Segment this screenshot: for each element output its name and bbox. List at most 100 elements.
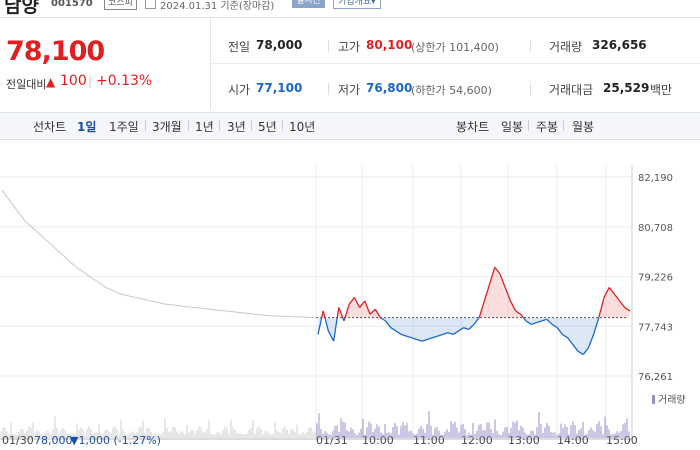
- period-10y[interactable]: 10년: [289, 120, 316, 134]
- line-segment: [348, 297, 355, 305]
- x-tick-label: 15:00: [606, 434, 638, 447]
- period-daily[interactable]: 일봉: [501, 120, 524, 134]
- amount-value: 25,529: [603, 81, 650, 95]
- divider: [530, 83, 531, 95]
- fill-segment: [427, 317, 433, 340]
- open-value: 77,100: [256, 81, 303, 95]
- price-chart: 82,190 80,708 79,226 77,743 76,261 01/31 10:0…: [0, 165, 686, 447]
- y-axis-labels: 82,190 80,708 79,226 77,743 76,261: [638, 173, 673, 383]
- fill-segment: [489, 267, 495, 318]
- line-segment: [567, 337, 574, 345]
- y-tick-label: 76,261: [638, 372, 673, 383]
- fill-segment: [510, 300, 516, 318]
- fill-segment: [406, 317, 412, 338]
- line-segment: [432, 335, 438, 339]
- fill-segment: [505, 287, 511, 318]
- line-segment: [587, 334, 595, 349]
- line-segment: [473, 317, 480, 325]
- fill-segment: [432, 317, 438, 338]
- line-segment: [324, 317, 330, 332]
- divider: [219, 120, 220, 131]
- period-1y[interactable]: 1년: [195, 120, 214, 134]
- fill-segment: [562, 317, 568, 338]
- line-segment: [509, 300, 517, 312]
- period-weekly[interactable]: 주봉: [536, 120, 559, 134]
- fill-segment: [390, 317, 396, 332]
- change-label: 전일대비: [6, 78, 47, 91]
- line-segment: [546, 318, 553, 325]
- line-segment: [536, 320, 542, 324]
- line-segment: [522, 317, 527, 322]
- info-row-divider: [211, 63, 700, 64]
- high-value: 80,100: [366, 38, 413, 52]
- line-segment: [515, 310, 522, 315]
- line-segment: [577, 350, 584, 356]
- fill-segment: [484, 284, 490, 318]
- fill-segment: [567, 317, 573, 345]
- divider: [328, 40, 329, 52]
- line-segment: [353, 297, 361, 308]
- fill-segment: [578, 317, 584, 355]
- line-segment: [483, 283, 491, 302]
- line-segment: [332, 317, 338, 342]
- fill-segment: [536, 317, 542, 323]
- line-segment: [344, 304, 350, 318]
- divider: [563, 120, 564, 131]
- line-segment: [541, 318, 547, 322]
- fill-segment: [526, 317, 532, 325]
- prev-close-label: 전일: [228, 40, 251, 54]
- current-price: 78,100: [6, 36, 105, 67]
- company-overview-button[interactable]: 기업개요▾: [333, 0, 381, 9]
- fill-segment: [557, 317, 563, 335]
- realtime-button[interactable]: 실시간: [292, 0, 325, 8]
- fill-segment: [468, 317, 474, 330]
- fill-segment: [442, 317, 448, 335]
- fill-segment: [453, 317, 459, 335]
- fill-segment: [354, 297, 360, 318]
- fill-segment: [463, 317, 469, 330]
- prev-day-close: 78,000: [34, 434, 73, 447]
- line-segment: [401, 333, 407, 337]
- period-3m[interactable]: 3개월: [152, 120, 182, 134]
- line-segment: [427, 337, 433, 341]
- y-tick-label: 82,190: [638, 173, 673, 184]
- line-segment: [494, 266, 501, 275]
- period-3y[interactable]: 3년: [227, 120, 246, 134]
- line-segment: [572, 344, 579, 352]
- period-monthly[interactable]: 월봉: [572, 120, 595, 134]
- fill-segment: [458, 317, 464, 332]
- chart-grid: [0, 165, 633, 440]
- volume-value: 326,656: [592, 38, 647, 52]
- period-1w[interactable]: 1주일: [109, 120, 139, 134]
- title-bar: [0, 0, 700, 18]
- upper-limit: (상한가 101,400): [411, 41, 499, 54]
- volume-legend-label: 거래량: [658, 394, 686, 406]
- chart-footer: 01/30 78,000▼1,000 (-1.27%): [2, 434, 161, 447]
- line-segment: [468, 323, 475, 330]
- line-segment: [499, 273, 506, 288]
- line-segment: [504, 287, 512, 302]
- price-panel: [0, 18, 211, 110]
- fill-segment: [572, 317, 578, 352]
- period-1d[interactable]: 1일: [77, 120, 97, 134]
- amount-label: 거래대금: [549, 83, 594, 97]
- line-segment: [624, 307, 631, 312]
- line-segment: [592, 317, 600, 335]
- line-segment: [608, 287, 615, 295]
- line-segment: [447, 332, 454, 336]
- change-rate: +0.13%: [96, 73, 153, 89]
- base-date: 2024.01.31 기준(장마감): [160, 1, 275, 12]
- line-segment: [463, 327, 469, 330]
- fill-segment: [448, 317, 454, 335]
- fill-segment: [588, 317, 594, 348]
- fill-segment: [416, 317, 422, 342]
- fill-segment: [624, 307, 630, 318]
- prev-day-series: [1, 189, 315, 319]
- line-segment: [478, 300, 486, 318]
- high-label: 고가: [338, 40, 361, 54]
- period-5y[interactable]: 5년: [258, 120, 277, 134]
- fill-segment: [396, 317, 402, 335]
- line-segment: [458, 327, 464, 332]
- today-fill: [318, 267, 630, 355]
- fill-segment: [583, 317, 589, 355]
